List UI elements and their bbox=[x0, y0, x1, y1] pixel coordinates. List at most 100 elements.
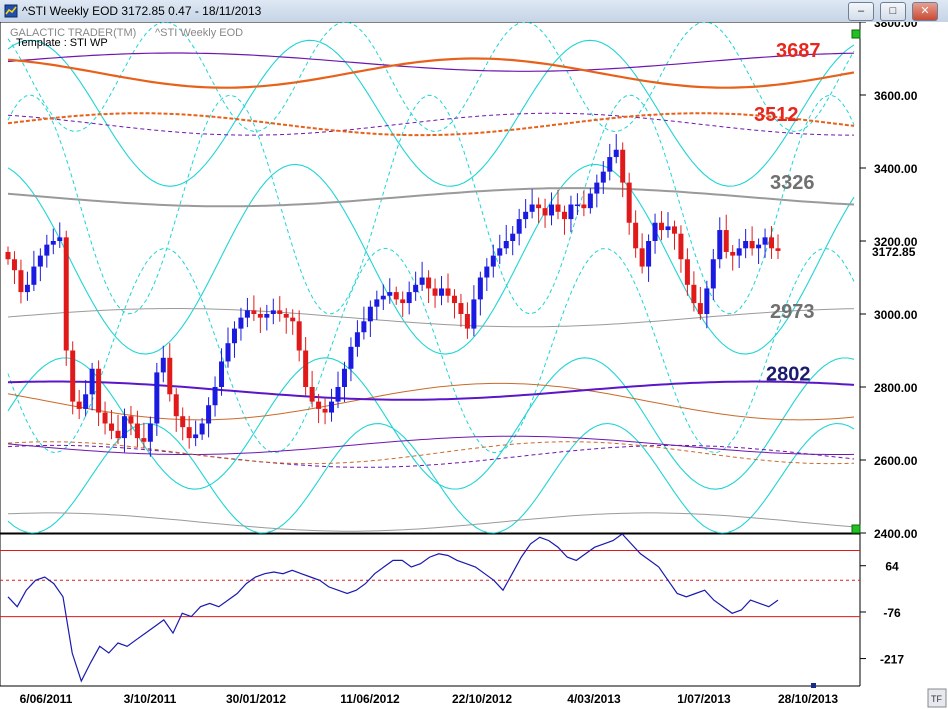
candle-body bbox=[775, 248, 781, 251]
close-button[interactable]: ✕ bbox=[912, 2, 938, 21]
candle-body bbox=[309, 387, 315, 402]
green-marker-top[interactable] bbox=[851, 29, 861, 39]
candle-body bbox=[380, 295, 386, 300]
candle-body bbox=[730, 251, 736, 256]
candle-body bbox=[620, 149, 626, 183]
candle-body bbox=[503, 241, 509, 249]
price-ticks: 2400.00 2600.00 2800.00 3000.00 3200.00 3400.… bbox=[860, 22, 918, 541]
candle-body bbox=[413, 284, 419, 293]
candle-body bbox=[44, 244, 50, 256]
candle-body bbox=[671, 226, 677, 234]
candle-body bbox=[510, 233, 516, 241]
cycle-curve bbox=[7, 382, 855, 421]
candle-body bbox=[322, 408, 328, 413]
candle-body bbox=[749, 241, 755, 249]
date-tick-label: 6/06/2011 bbox=[20, 692, 73, 706]
candle-body bbox=[76, 401, 82, 409]
candle-body bbox=[477, 277, 483, 300]
cycle-curve bbox=[7, 112, 854, 136]
candlestick-series bbox=[5, 134, 781, 457]
candle-body bbox=[717, 230, 723, 260]
level-label: 2802 bbox=[766, 363, 811, 385]
candle-body bbox=[710, 259, 716, 289]
candle-body bbox=[89, 368, 95, 395]
candle-body bbox=[387, 292, 393, 296]
candle-body bbox=[154, 372, 160, 424]
cycle-curve bbox=[7, 247, 855, 454]
candle-body bbox=[348, 346, 354, 369]
cycle-curve bbox=[7, 112, 855, 137]
candle-body bbox=[270, 310, 276, 314]
candle-body bbox=[18, 270, 24, 293]
candle-body bbox=[244, 310, 250, 318]
osc-tick-label: 64 bbox=[885, 560, 899, 574]
candle-body bbox=[659, 222, 665, 231]
candle-body bbox=[542, 208, 548, 216]
window-titlebar: ^STI Weekly EOD 3172.85 0.47 - 18/11/201… bbox=[0, 0, 948, 23]
app-icon bbox=[4, 4, 18, 18]
osc-tick-label: -76 bbox=[883, 606, 901, 620]
cycle-curve bbox=[7, 512, 855, 532]
candle-body bbox=[57, 237, 63, 241]
candle-body bbox=[464, 314, 470, 329]
candle-body bbox=[296, 321, 302, 351]
candle-body bbox=[167, 357, 173, 395]
candle-body bbox=[536, 204, 542, 209]
candle-body bbox=[678, 233, 684, 260]
cycle-curve bbox=[7, 435, 855, 455]
restore-button[interactable]: □ bbox=[880, 2, 906, 21]
candle-body bbox=[316, 401, 322, 409]
cycle-curve bbox=[7, 441, 855, 465]
candle-body bbox=[374, 299, 380, 307]
candle-body bbox=[769, 237, 775, 249]
candle-body bbox=[484, 266, 490, 278]
candle-body bbox=[497, 248, 503, 256]
cycle-curve bbox=[7, 380, 855, 401]
candle-body bbox=[238, 317, 244, 329]
price-tick-label: 2600.00 bbox=[874, 454, 918, 468]
candle-body bbox=[432, 288, 438, 296]
candle-body bbox=[626, 182, 632, 223]
candle-body bbox=[83, 394, 89, 409]
brand-label: GALACTIC TRADER(TM) bbox=[10, 27, 136, 39]
oscillator-series: 64 -76 -217 bbox=[0, 533, 904, 683]
window-title: ^STI Weekly EOD 3172.85 0.47 - 18/11/201… bbox=[22, 4, 262, 18]
candle-body bbox=[393, 292, 399, 300]
tf-button[interactable] bbox=[927, 688, 947, 708]
symbol-label: ^STI Weekly EOD bbox=[155, 27, 243, 39]
candle-body bbox=[490, 255, 496, 267]
oscillator-panel bbox=[0, 533, 861, 687]
date-tick-label: 1/07/2013 bbox=[677, 692, 731, 706]
candle-body bbox=[361, 321, 367, 333]
candle-body bbox=[555, 204, 561, 212]
template-label: Template : STI WP bbox=[16, 37, 108, 49]
candle-body bbox=[11, 259, 17, 271]
green-marker-bottom[interactable] bbox=[851, 524, 861, 534]
price-tick-label: 3800.00 bbox=[874, 22, 918, 30]
candle-body bbox=[549, 204, 555, 216]
candle-body bbox=[264, 314, 270, 318]
candle-body bbox=[439, 288, 445, 296]
candle-body bbox=[633, 222, 639, 249]
candle-body bbox=[96, 368, 102, 413]
candle-body bbox=[173, 394, 179, 417]
chart-area[interactable]: 3687 3512 3326 2973 2802 2400.00 2600.00 2800.… bbox=[0, 22, 948, 709]
candle-body bbox=[212, 387, 218, 406]
candle-body bbox=[445, 288, 451, 296]
candle-body bbox=[568, 204, 574, 220]
candle-body bbox=[341, 368, 347, 387]
projection-levels: 3687 3512 3326 2973 2802 bbox=[754, 40, 821, 385]
date-ticks: 6/06/2011 3/10/2011 30/01/2012 11/06/2012 22… bbox=[20, 692, 839, 706]
price-tick-label: 2800.00 bbox=[874, 381, 918, 395]
date-tick-label: 22/10/2012 bbox=[452, 692, 512, 706]
candle-body bbox=[225, 343, 231, 362]
cycle-curve bbox=[7, 57, 855, 89]
candle-body bbox=[762, 237, 768, 245]
cycle-curve bbox=[7, 357, 855, 490]
candle-body bbox=[587, 193, 593, 209]
candle-body bbox=[70, 350, 76, 402]
date-tick-label: 11/06/2012 bbox=[340, 692, 400, 706]
minimize-button[interactable]: – bbox=[848, 2, 874, 21]
oscillator-line bbox=[7, 533, 779, 683]
date-tick-label: 28/10/2013 bbox=[778, 692, 838, 706]
